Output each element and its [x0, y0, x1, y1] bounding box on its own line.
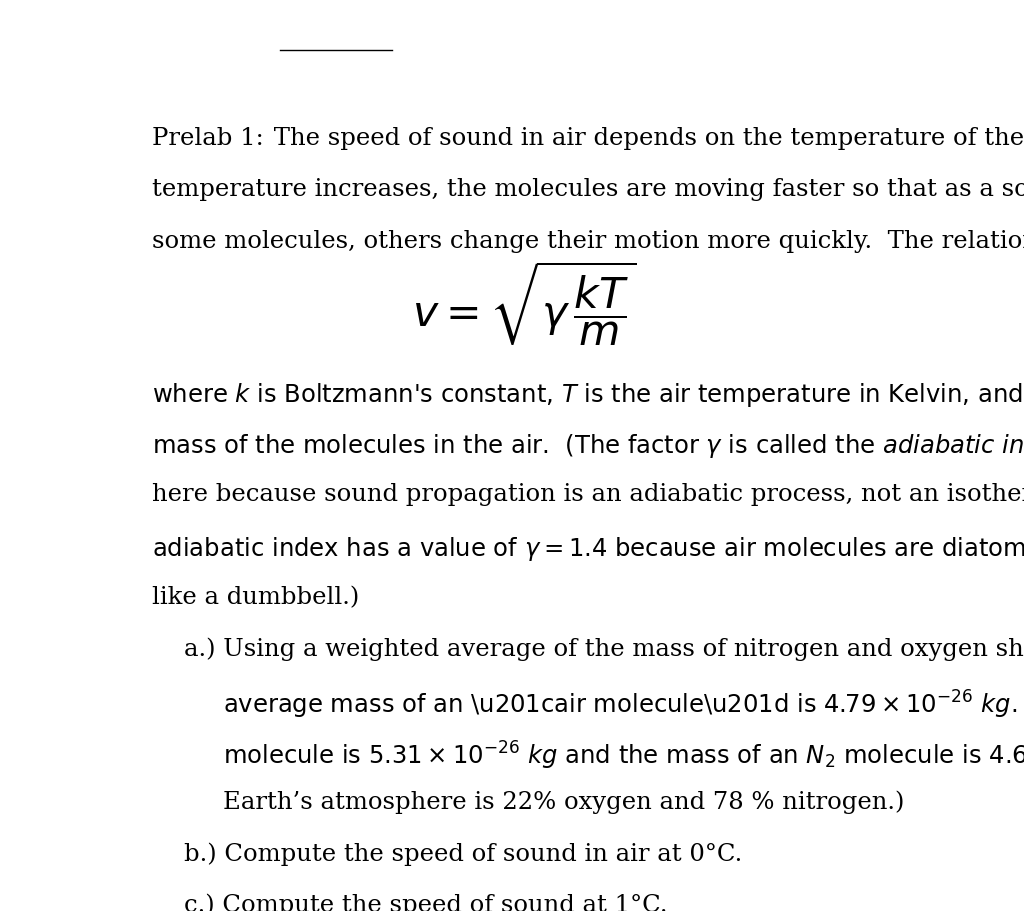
Text: The speed of sound in air depends on the temperature of the air.  As the: The speed of sound in air depends on the…: [265, 127, 1024, 149]
Text: where $k$ is Boltzmann's constant, $T$ is the air temperature in Kelvin, and $m$: where $k$ is Boltzmann's constant, $T$ i…: [152, 380, 1024, 408]
Text: $v = \sqrt{\gamma\,\dfrac{kT}{m}}$: $v = \sqrt{\gamma\,\dfrac{kT}{m}}$: [413, 259, 637, 348]
Text: Earth’s atmosphere is 22% oxygen and 78 % nitrogen.): Earth’s atmosphere is 22% oxygen and 78 …: [223, 790, 904, 814]
Text: average mass of an \u201cair molecule\u201d is $4.79 \times 10^{-26}\ \mathit{kg: average mass of an \u201cair molecule\u2…: [223, 688, 1024, 720]
Text: here because sound propagation is an adiabatic process, not an isothermal one.  : here because sound propagation is an adi…: [152, 483, 1024, 506]
Text: molecule is $5.31 \times 10^{-26}\ \mathit{kg}$ and the mass of an $N_2$ molecul: molecule is $5.31 \times 10^{-26}\ \math…: [223, 739, 1024, 771]
Text: b.) Compute the speed of sound in air at 0°C.: b.) Compute the speed of sound in air at…: [183, 841, 741, 865]
Text: mass of the molecules in the air.  (The factor $\gamma$ is called the $\mathit{a: mass of the molecules in the air. (The f…: [152, 432, 1024, 459]
Text: temperature increases, the molecules are moving faster so that as a sound wave m: temperature increases, the molecules are…: [152, 178, 1024, 201]
Text: like a dumbbell.): like a dumbbell.): [152, 585, 359, 609]
Text: Prelab 1:: Prelab 1:: [152, 127, 263, 149]
Text: some molecules, others change their motion more quickly.  The relationship is:: some molecules, others change their moti…: [152, 230, 1024, 252]
Text: adiabatic index has a value of $\gamma = 1.4$ because air molecules are diatomic: adiabatic index has a value of $\gamma =…: [152, 534, 1024, 562]
Text: a.) Using a weighted average of the mass of nitrogen and oxygen show that the: a.) Using a weighted average of the mass…: [183, 637, 1024, 660]
Text: c.) Compute the speed of sound at 1°C.: c.) Compute the speed of sound at 1°C.: [183, 893, 667, 911]
